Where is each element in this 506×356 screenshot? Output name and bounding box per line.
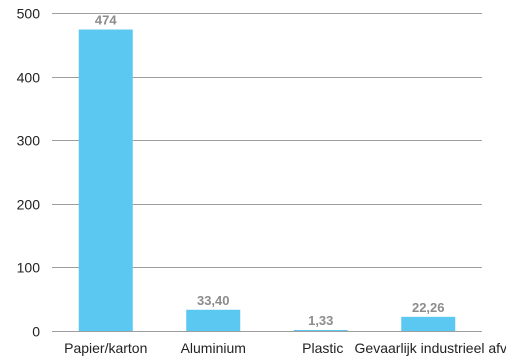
bar [186, 310, 240, 331]
data-label: 1,33 [308, 313, 333, 328]
bars [79, 30, 456, 331]
data-label: 33,40 [197, 293, 230, 308]
bar [294, 330, 348, 331]
x-category-label: Plastic [302, 340, 343, 356]
y-tick-label: 300 [17, 133, 41, 149]
y-tick-label: 100 [17, 260, 41, 276]
y-axis-tick-labels: 0 100 200 300 400 500 [17, 6, 41, 340]
x-category-label: Aluminium [181, 340, 246, 356]
y-tick-label: 200 [17, 197, 41, 213]
bar [401, 317, 455, 331]
data-label: 22,26 [412, 300, 445, 315]
data-label: 474 [95, 13, 117, 28]
bar [79, 30, 133, 331]
data-labels: 474 33,40 1,33 22,26 [95, 13, 445, 328]
x-category-label: Papier/karton [64, 340, 147, 356]
y-tick-label: 400 [17, 70, 41, 86]
y-tick-label: 0 [32, 324, 40, 340]
y-tick-label: 500 [17, 6, 41, 22]
x-category-label: Gevaarlijk industrieel afval [355, 340, 506, 356]
x-axis-category-labels: Papier/karton Aluminium Plastic Gevaarlijk … [64, 340, 506, 356]
